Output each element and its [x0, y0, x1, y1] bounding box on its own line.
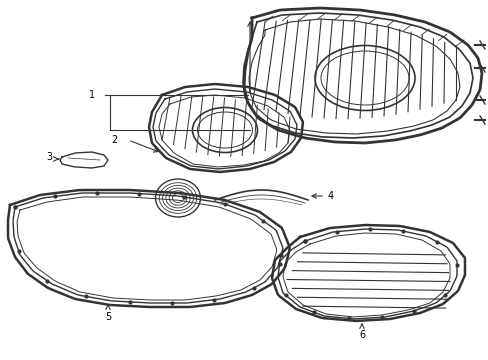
Text: 6: 6 — [358, 330, 365, 340]
Text: 1: 1 — [89, 90, 95, 100]
Text: 3: 3 — [46, 152, 52, 162]
Text: 4: 4 — [327, 191, 333, 201]
Text: 5: 5 — [104, 312, 111, 322]
Text: 2: 2 — [112, 135, 118, 145]
